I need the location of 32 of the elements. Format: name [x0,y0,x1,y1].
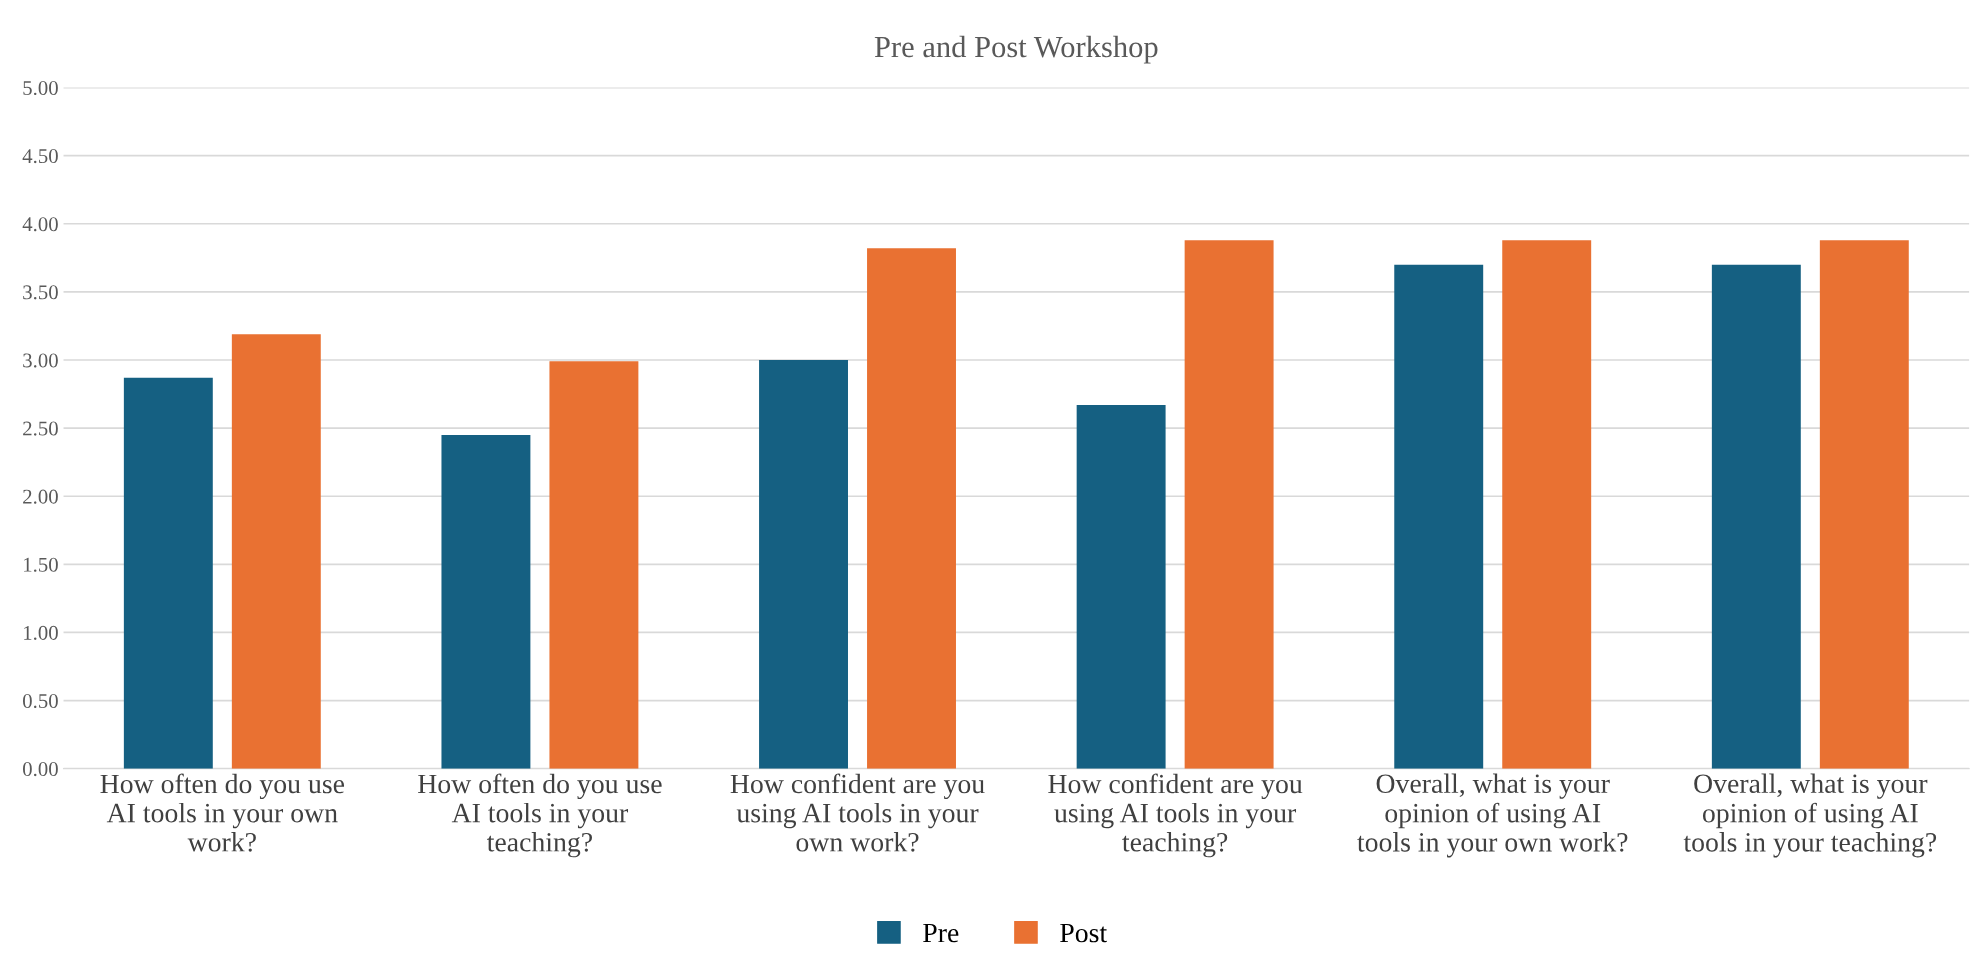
y-tick-label: 4.50 [22,149,58,164]
bar [231,334,321,769]
bar [123,377,213,769]
x-tick-label: How confident are you using AI tools in your teaching? [1048,773,1303,858]
bar [759,360,848,769]
bar [1184,240,1274,769]
bar [1076,404,1166,769]
bar [1711,264,1801,769]
y-tick-label: 1.00 [24,625,58,640]
y-tick-label: 4.00 [22,217,58,232]
x-tick-label: Overall, what is your opinion of using AI tools in your teaching? [1683,773,1937,858]
chart-title: Pre and Post Workshop [874,35,1158,64]
legend-label: Pre [923,923,959,943]
x-tick-label: How often do you use AI tools in your own work? [100,773,345,852]
x-tick-label: How often do you use AI tools in your teaching? [418,773,662,858]
x-tick-label: How confident are you using AI tools in your own work? [730,773,985,852]
y-tick-label: 3.00 [23,353,58,368]
y-tick-label: 1.50 [24,557,58,572]
bar [549,361,639,769]
bar [441,434,531,769]
y-tick-label: 2.50 [23,421,58,436]
x-tick-label: Overall, what is your opinion of using AI tools in your own work? [1357,773,1628,858]
legend-label: Post [1060,923,1108,943]
bar [1394,264,1484,769]
y-tick-label: 3.50 [23,285,58,300]
y-tick-label: 2.00 [23,489,58,504]
bar [1502,240,1592,769]
y-tick-label: 0.00 [22,762,58,777]
bar [867,248,956,769]
y-tick-label: 0.50 [22,693,58,709]
y-tick-label: 5.00 [23,80,58,96]
bar [1819,240,1909,769]
